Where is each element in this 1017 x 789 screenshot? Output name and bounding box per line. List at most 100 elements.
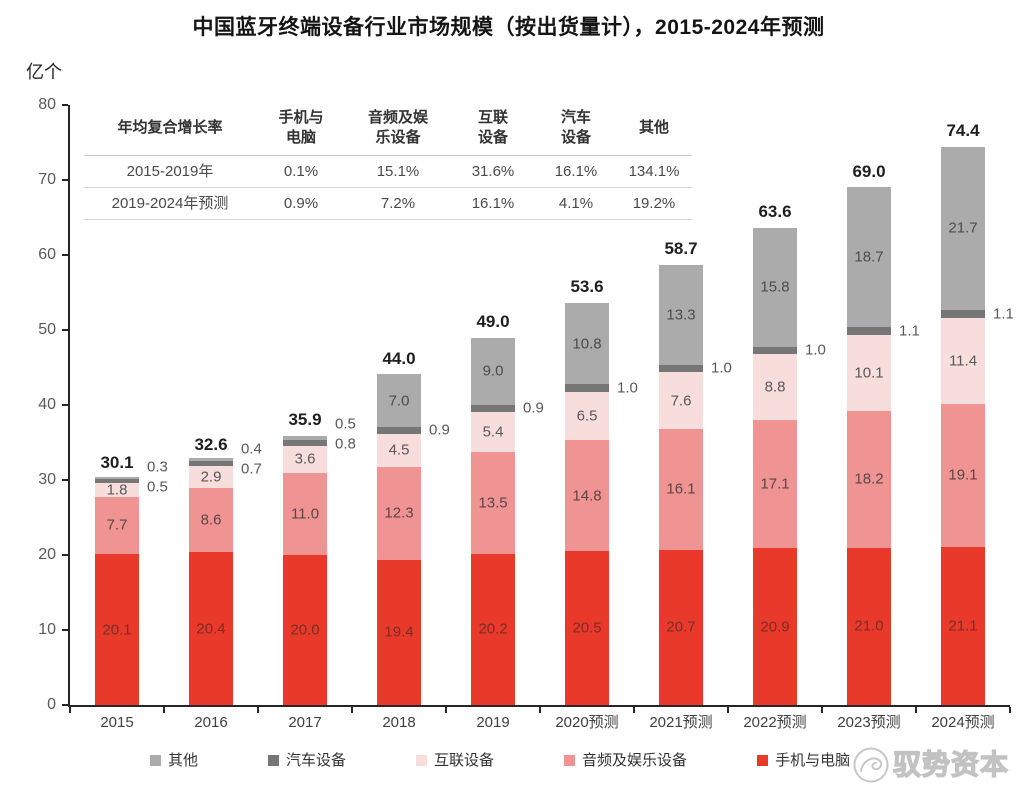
x-axis-tick [1009, 707, 1011, 713]
segment-label-audio-entertainment-2017: 11.0 [290, 505, 320, 523]
cagr-table: 年均复合增长率 手机与 电脑 音频及娱 乐设备 互联 设备 汽车 设备 其他 2015-2… [84, 103, 692, 220]
cagr-table-cell: 16.1% [536, 155, 616, 188]
segment-connected-devices-2022 [753, 354, 797, 420]
x-axis-category-label: 2016 [194, 714, 228, 731]
segment-label-connected-devices-2016: 2.9 [200, 468, 222, 486]
cagr-table-header-cell: 年均复合增长率 [84, 103, 256, 156]
cagr-table-header-cell: 互联 设备 [450, 103, 536, 156]
segment-automotive-2019 [471, 405, 515, 412]
segment-phones-computers-2018 [377, 559, 421, 705]
segment-phones-computers-2024 [941, 546, 985, 705]
legend-label-connected-devices: 互联设备 [434, 752, 495, 769]
segment-phones-computers-2015 [95, 554, 139, 705]
total-label-2017: 35.9 [288, 409, 322, 429]
x-axis-category-label: 2023预测 [837, 714, 901, 731]
segment-others-2021 [659, 264, 703, 365]
y-axis-tick-label: 0 [47, 696, 56, 713]
cagr-table-cell: 0.9% [256, 187, 346, 220]
callout-label-automotive-2023: 1.1 [899, 322, 920, 340]
x-axis-category-label: 2017 [288, 714, 322, 731]
callout-label-others-2017: 0.5 [335, 415, 356, 433]
segment-label-others-2021: 13.3 [666, 306, 696, 324]
x-axis-category-label: 2024预测 [931, 714, 995, 731]
y-axis-unit-label: 亿个 [26, 62, 62, 82]
segment-audio-entertainment-2023 [847, 411, 891, 548]
segment-connected-devices-2015 [95, 483, 139, 497]
segment-others-2020 [565, 303, 609, 384]
segment-label-connected-devices-2018: 4.5 [388, 441, 410, 459]
segment-phones-computers-2019 [471, 553, 515, 705]
callout-label-automotive-2020: 1.0 [617, 379, 638, 397]
y-axis-tick-label: 30 [38, 471, 56, 488]
segment-connected-devices-2018 [377, 433, 421, 468]
segment-label-phones-computers-2019: 20.2 [478, 620, 508, 638]
callout-label-automotive-2022: 1.0 [805, 341, 826, 359]
legend-item-phones-computers: 手机与电脑 [757, 753, 850, 768]
legend-item-connected-devices: 互联设备 [416, 753, 494, 768]
x-axis-tick [915, 707, 917, 713]
segment-label-phones-computers-2016: 20.4 [196, 620, 226, 637]
segment-others-2018 [377, 374, 421, 427]
cagr-table-row: 2015-2019年 0.1% 15.1% 31.6% 16.1% 134.1% [84, 155, 692, 188]
y-axis-tick [62, 329, 68, 331]
callout-label-automotive-2019: 0.9 [523, 399, 544, 417]
x-axis-category-label: 2020预测 [555, 714, 619, 731]
segment-phones-computers-2020 [565, 551, 609, 705]
callout-label-others-2016: 0.4 [241, 440, 262, 457]
x-axis-tick [727, 707, 729, 713]
segment-connected-devices-2017 [283, 445, 327, 473]
cagr-table-header-cell: 汽车 设备 [536, 103, 616, 156]
x-axis-tick [633, 707, 635, 713]
segment-others-2024 [941, 147, 985, 310]
segment-label-connected-devices-2020: 6.5 [576, 407, 598, 425]
cagr-table-row: 2019-2024年预测 0.9% 7.2% 16.1% 4.1% 19.2% [84, 187, 692, 220]
segment-audio-entertainment-2018 [377, 467, 421, 560]
y-axis-tick [62, 479, 68, 481]
x-axis-tick [257, 707, 259, 713]
segment-audio-entertainment-2015 [95, 496, 139, 555]
segment-connected-devices-2016 [189, 465, 233, 488]
y-axis-tick [62, 404, 68, 406]
cagr-table-cell: 31.6% [450, 155, 536, 188]
x-axis-tick [539, 707, 541, 713]
segment-audio-entertainment-2024 [941, 403, 985, 547]
total-label-2024: 74.4 [946, 121, 980, 140]
y-axis-tick [62, 629, 68, 631]
segment-label-audio-entertainment-2016: 8.6 [200, 511, 222, 529]
segment-connected-devices-2020 [565, 391, 609, 441]
total-label-2020: 53.6 [570, 277, 604, 296]
x-axis-category-label: 2018 [382, 714, 416, 731]
legend-item-audio-entertainment: 音频及娱乐设备 [564, 753, 687, 768]
y-axis-tick-label: 70 [38, 171, 56, 188]
segment-label-connected-devices-2015: 1.8 [106, 481, 128, 499]
segment-label-phones-computers-2017: 20.0 [290, 621, 320, 639]
legend-item-others: 其他 [150, 753, 198, 768]
callout-label-automotive-2024: 1.1 [993, 305, 1014, 323]
segment-phones-computers-2017 [283, 555, 327, 705]
segment-label-connected-devices-2019: 5.4 [482, 423, 504, 441]
segment-label-others-2022: 15.8 [760, 278, 790, 296]
segment-connected-devices-2021 [659, 372, 703, 429]
total-label-2015: 30.1 [100, 453, 134, 473]
segment-automotive-2017 [283, 439, 327, 446]
segment-label-others-2023: 18.7 [854, 248, 884, 266]
cagr-table-cell: 19.2% [616, 187, 692, 220]
segment-label-phones-computers-2020: 20.5 [572, 619, 602, 637]
segment-connected-devices-2023 [847, 335, 891, 411]
cagr-table-header-cell: 其他 [616, 103, 692, 156]
segment-connected-devices-2019 [471, 411, 515, 453]
segment-label-audio-entertainment-2022: 17.1 [760, 475, 790, 493]
cagr-table-header-cell: 手机与 电脑 [256, 103, 346, 156]
legend-item-automotive: 汽车设备 [268, 753, 346, 768]
segment-automotive-2015 [95, 479, 139, 483]
legend-swatch-automotive [268, 755, 280, 766]
chart-title: 中国蓝牙终端设备行业市场规模（按出货量计），2015-2024年预测 [192, 16, 825, 39]
callout-label-automotive-2016: 0.7 [241, 460, 262, 477]
total-label-2021: 58.7 [664, 238, 698, 258]
segment-label-others-2024: 21.7 [948, 219, 978, 237]
segment-label-phones-computers-2023: 21.0 [854, 617, 884, 635]
watermark-text: 驭势资本 [892, 748, 1010, 780]
legend-swatch-others [150, 755, 161, 766]
y-axis-tick [62, 254, 68, 256]
